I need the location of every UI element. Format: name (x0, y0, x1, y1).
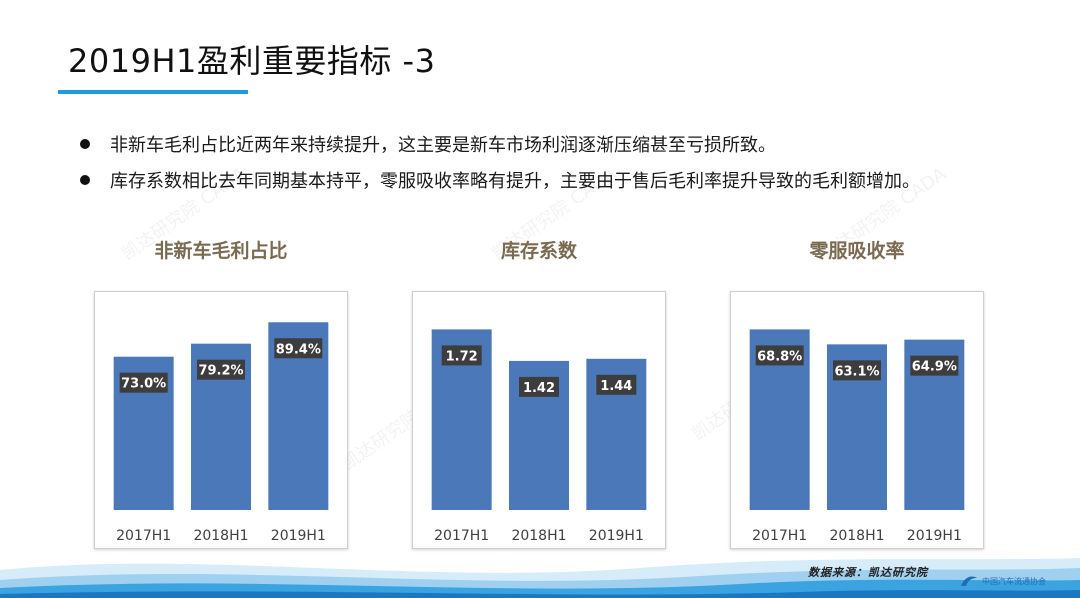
chart-gross-profit-share: 73.0% 2017H1 79.2% 2018H1 89.4% 2019H1 (94, 291, 348, 549)
cada-logo: 中国汽车流通协会 (960, 574, 1046, 588)
chart-title-absorption-rate: 零服吸收率 (809, 240, 905, 262)
bar-chart-svg: 68.8% 2017H1 63.1% 2018H1 64.9% 2019H1 (749, 329, 965, 544)
data-label: 89.4% (276, 342, 321, 357)
data-label-background (755, 345, 804, 366)
data-label-background (197, 359, 245, 380)
bullet-dot-icon (80, 175, 90, 185)
category-tick-label: 2017H1 (752, 528, 807, 544)
chart-absorption-rate: 68.8% 2017H1 63.1% 2018H1 64.9% 2019H1 (730, 291, 984, 549)
data-label: 68.8% (757, 349, 802, 364)
data-label: 1.44 (600, 379, 632, 394)
category-tick-label: 2019H1 (271, 528, 326, 544)
slide-title: 2019H1盈利重要指标 -3 (68, 42, 436, 80)
data-label: 63.1% (834, 364, 879, 379)
data-label: 1.42 (523, 381, 555, 396)
data-label-background (519, 376, 559, 397)
category-tick-label: 2017H1 (434, 528, 489, 544)
data-label-background (833, 360, 881, 381)
data-label: 1.72 (446, 349, 478, 364)
bar-chart-svg: 73.0% 2017H1 79.2% 2018H1 89.4% 2019H1 (113, 322, 329, 544)
bullet-text: 库存系数相比去年同期基本持平，零服吸收率略有提升，主要由于售后毛利率提升导致的毛… (110, 171, 920, 192)
bullet-dot-icon (80, 139, 90, 149)
data-label: 64.9% (912, 360, 957, 375)
category-tick-label: 2017H1 (116, 528, 171, 544)
title-underline (58, 90, 248, 94)
logo-text: 中国汽车流通协会 (982, 576, 1046, 586)
category-tick-label: 2019H1 (589, 528, 644, 544)
bullet-item: 库存系数相比去年同期基本持平，零服吸收率略有提升，主要由于售后毛利率提升导致的毛… (80, 162, 920, 198)
category-tick-label: 2018H1 (193, 528, 248, 544)
chart-inventory-coefficient: 1.72 2017H1 1.42 2018H1 1.44 2019H1 (412, 291, 666, 549)
bar-chart-svg: 1.72 2017H1 1.42 2018H1 1.44 2019H1 (431, 329, 647, 544)
data-label-background (441, 345, 482, 366)
footer-wave-decoration (0, 558, 1080, 598)
data-label-background (274, 338, 323, 359)
bullet-item: 非新车毛利占比近两年来持续提升，这主要是新车市场利润逐渐压缩甚至亏损所致。 (80, 126, 920, 162)
data-source-note: 数据来源：凯达研究院 (808, 566, 928, 579)
chart-title-gross-profit-share: 非新车毛利占比 (154, 240, 288, 262)
data-label-background (596, 374, 637, 395)
data-label: 79.2% (198, 364, 243, 379)
category-tick-label: 2018H1 (829, 528, 884, 544)
cada-logo-icon (961, 576, 977, 586)
data-label: 73.0% (121, 377, 166, 392)
bullet-list: 非新车毛利占比近两年来持续提升，这主要是新车市场利润逐渐压缩甚至亏损所致。 库存… (80, 126, 920, 198)
data-label-background (119, 372, 168, 393)
data-label-background (910, 355, 959, 376)
chart-title-inventory-coefficient: 库存系数 (500, 240, 577, 262)
bullet-text: 非新车毛利占比近两年来持续提升，这主要是新车市场利润逐渐压缩甚至亏损所致。 (110, 135, 776, 156)
category-tick-label: 2019H1 (907, 528, 962, 544)
category-tick-label: 2018H1 (511, 528, 566, 544)
